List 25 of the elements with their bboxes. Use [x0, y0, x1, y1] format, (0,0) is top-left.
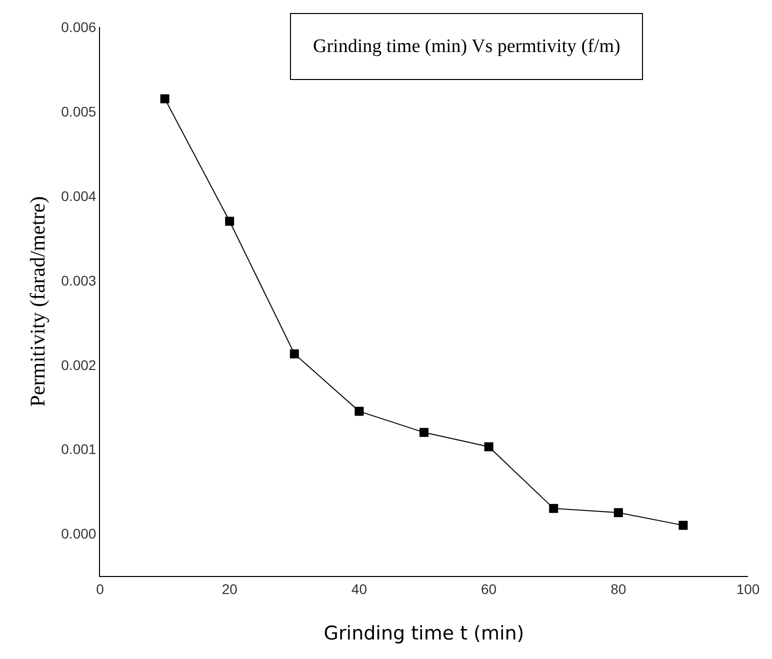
x-tick-label: 80 — [610, 580, 626, 597]
y-tick-label: 0.000 — [61, 526, 96, 542]
y-tick-label: 0.001 — [61, 441, 96, 458]
point — [160, 94, 170, 104]
y-tick-label: 0.005 — [61, 103, 96, 120]
x-tick-label: 0 — [96, 580, 104, 597]
x-tick-label: 100 — [736, 580, 760, 597]
x-tick-label: 20 — [222, 580, 238, 597]
point — [484, 442, 494, 452]
point — [354, 406, 364, 416]
point — [549, 504, 558, 513]
text: Grinding time (min) Vs permtivity (f/m) — [313, 36, 620, 57]
y-axis-title: Permitivity (farad/metre) — [25, 196, 50, 407]
point — [290, 349, 299, 358]
x-tick-label: 40 — [351, 580, 368, 597]
point — [225, 216, 234, 226]
point — [678, 520, 688, 530]
y-tick-label: 0.006 — [61, 18, 96, 35]
x-tick-label: 60 — [481, 580, 497, 597]
point — [614, 508, 623, 518]
y-tick-label: 0.002 — [61, 356, 96, 373]
y-tick-label: 0.003 — [61, 272, 96, 288]
point — [420, 428, 428, 437]
y-tick-label: 0.004 — [61, 188, 96, 204]
x-axis-title: Grinding time t (min) — [324, 622, 524, 645]
